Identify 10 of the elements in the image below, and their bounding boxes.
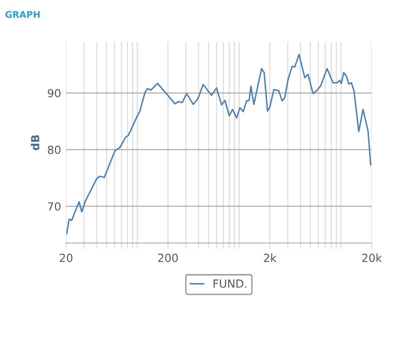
x-tick-label: 20k [362, 253, 382, 262]
y-tick-label: 80 [48, 146, 60, 154]
x-tick-label: 2k [264, 253, 277, 262]
y-tick-label: 70 [48, 202, 60, 211]
y-axis-title: dB [30, 135, 40, 150]
x-tick-label: 200 [158, 254, 178, 262]
y-tick-label: 90 [48, 88, 60, 98]
legend-label: FUND. [214, 280, 246, 288]
chart-title: GRAPH [5, 11, 40, 18]
x-tick-label: 20 [60, 254, 72, 262]
